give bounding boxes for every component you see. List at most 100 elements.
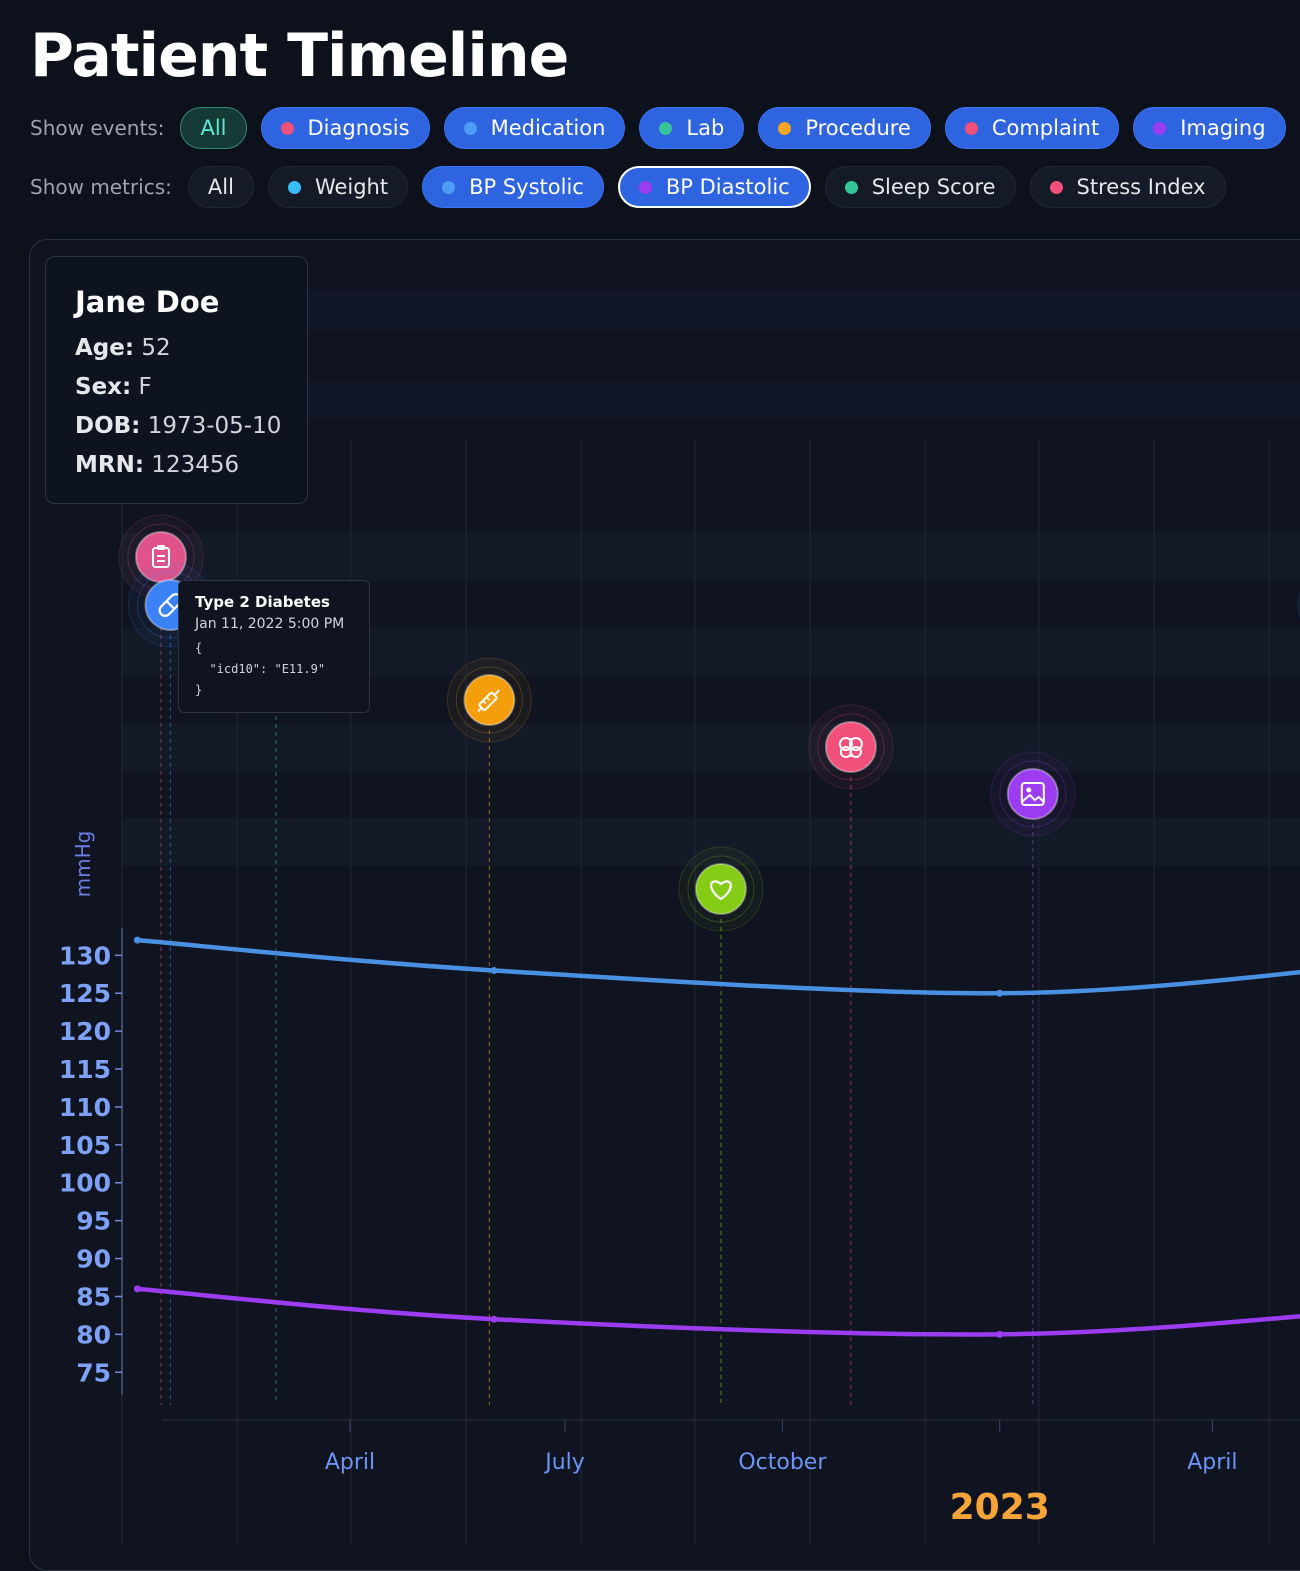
event-chip-complaint[interactable]: Complaint <box>944 107 1120 149</box>
lane-band <box>122 818 1300 866</box>
heart-icon <box>710 880 732 901</box>
marker-circle <box>463 674 516 726</box>
metric-chip-weight[interactable]: Weight <box>267 166 409 208</box>
heart-shape <box>710 880 732 901</box>
y-tick-label: 85 <box>76 1282 111 1311</box>
syringe-mark <box>482 700 487 705</box>
y-tick-label: 115 <box>59 1055 111 1084</box>
event-chip-procedure[interactable]: Procedure <box>758 107 931 149</box>
event-chip-dot <box>1153 121 1167 135</box>
pill-divider <box>165 600 176 610</box>
marker-ring <box>817 713 885 781</box>
tooltip-title: Type 2 Diabetes <box>195 593 330 611</box>
metric-chip-dot <box>1049 180 1063 194</box>
metric-filter-row: Show metrics: All Weight BP Systolic BP Dia… <box>30 165 1226 209</box>
marker-circle <box>694 863 747 915</box>
event-chip-dot <box>964 121 978 135</box>
tooltip-details: { "icd10": "E11.9" } <box>195 641 326 697</box>
data-point-bp-systolic <box>996 989 1004 997</box>
metric-chip-label: All <box>207 175 234 199</box>
metric-chip-label: BP Diastolic <box>665 175 790 199</box>
event-marker-diagnosis[interactable] <box>118 514 204 600</box>
event-chip-imaging[interactable]: Imaging <box>1133 107 1286 149</box>
event-chip-label: Lab <box>686 116 725 140</box>
event-chip-all[interactable]: All <box>180 107 247 149</box>
patient-info-card: Jane Doe Age: 52 Sex: F DOB: 1973-05-10 … <box>45 256 308 504</box>
clipboard-clip <box>156 545 165 550</box>
marker-circle <box>1006 768 1059 820</box>
data-point-bp-diastolic <box>996 1330 1004 1338</box>
syringe-mark <box>486 696 490 701</box>
y-tick-label: 120 <box>59 1017 111 1046</box>
event-chip-label: Imaging <box>1180 116 1266 140</box>
metric-chip-label: Sleep Score <box>871 175 996 199</box>
metric-chip-label: BP Systolic <box>469 175 584 199</box>
y-tick-label: 105 <box>59 1131 111 1160</box>
event-marker-complaint[interactable] <box>808 704 894 790</box>
metric-chip-label: Stress Index <box>1076 175 1206 199</box>
metric-chip-dot <box>287 180 301 194</box>
series-line-bp-diastolic <box>135 1286 1300 1337</box>
image-icon <box>1020 782 1045 806</box>
x-tick-label: April <box>1187 1450 1237 1475</box>
event-marker-imaging[interactable] <box>990 751 1076 837</box>
data-point-bp-diastolic <box>490 1315 498 1323</box>
y-tick-label: 100 <box>59 1169 111 1198</box>
marker-ring <box>455 666 523 734</box>
x-tick-label: October <box>738 1450 827 1475</box>
syringe-icon <box>477 689 501 713</box>
patient-dob: DOB: 1973-05-10 <box>75 413 282 439</box>
event-tooltip: Type 2 Diabetes Jan 11, 2022 5:00 PM { "… <box>178 580 370 713</box>
y-tick-label: 130 <box>59 941 111 970</box>
event-chip-label: Complaint <box>991 116 1100 140</box>
clipboard-icon <box>151 545 170 568</box>
patient-sex: Sex: F <box>75 374 152 400</box>
year-label: 2023 <box>950 1487 1050 1528</box>
y-axis-label: mmHg <box>71 831 95 898</box>
metric-chip-label: Weight <box>314 175 389 199</box>
event-chip-label: Diagnosis <box>307 116 410 140</box>
marker-ring <box>999 760 1067 828</box>
metric-chip-bp-systolic[interactable]: BP Systolic <box>422 166 604 208</box>
event-marker-lab[interactable] <box>678 846 764 932</box>
syringe-plunger <box>493 689 501 696</box>
brain-icon <box>838 737 863 758</box>
metric-chip-all[interactable]: All <box>187 166 254 208</box>
event-filter-row: Show events: All Diagnosis Medication Lab Pr… <box>30 106 1286 150</box>
event-chip-diagnosis[interactable]: Diagnosis <box>260 107 430 149</box>
x-tick-label: April <box>325 1450 375 1475</box>
metric-filter-label: Show metrics: <box>30 175 172 199</box>
lane-band <box>122 723 1300 771</box>
patient-age: Age: 52 <box>75 335 171 361</box>
data-point-bp-systolic <box>490 966 498 974</box>
patient-name: Jane Doe <box>75 285 220 319</box>
data-point-bp-diastolic <box>133 1285 141 1293</box>
tooltip-datetime: Jan 11, 2022 5:00 PM <box>195 616 345 632</box>
metric-chip-dot <box>844 180 858 194</box>
data-point-bp-systolic <box>133 936 141 944</box>
event-chip-dot <box>778 121 792 135</box>
series-line-bp-systolic <box>135 937 1300 996</box>
metric-chip-dot <box>442 180 456 194</box>
metric-chip-bp-diastolic[interactable]: BP Diastolic <box>617 166 811 208</box>
event-chip-dot <box>659 121 673 135</box>
event-marker-medication[interactable] <box>1297 563 1300 647</box>
syringe-needle <box>477 707 483 713</box>
metric-chip-stress-index[interactable]: Stress Index <box>1029 166 1226 208</box>
y-tick-label: 80 <box>76 1320 111 1349</box>
event-chip-medication[interactable]: Medication <box>443 107 626 149</box>
y-tick-label: 125 <box>59 979 111 1008</box>
y-tick-label: 75 <box>76 1358 111 1387</box>
event-chip-dot <box>280 121 294 135</box>
page-title: Patient Timeline <box>30 21 569 91</box>
event-chip-lab[interactable]: Lab <box>639 107 745 149</box>
event-marker-procedure[interactable] <box>446 657 532 743</box>
lane-band <box>122 380 1300 420</box>
x-tick-label: July <box>543 1450 585 1475</box>
lane-band <box>122 533 1300 581</box>
metric-chip-dot <box>638 180 652 194</box>
event-chip-label: All <box>200 116 227 140</box>
metric-chip-sleep-score[interactable]: Sleep Score <box>824 166 1016 208</box>
y-tick-label: 95 <box>76 1207 111 1236</box>
